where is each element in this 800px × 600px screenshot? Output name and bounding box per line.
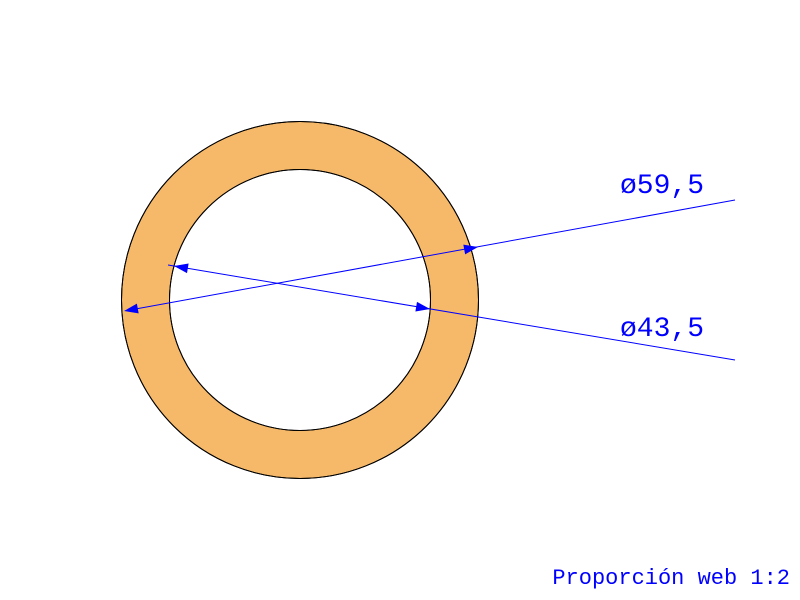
dimension-inner-label: ø43,5 — [620, 314, 704, 345]
inner-circle — [170, 170, 431, 431]
dimension-outer-label: ø59,5 — [620, 171, 704, 202]
scale-caption: Proporción web 1:2 — [552, 566, 790, 591]
ring-profile — [122, 122, 479, 479]
